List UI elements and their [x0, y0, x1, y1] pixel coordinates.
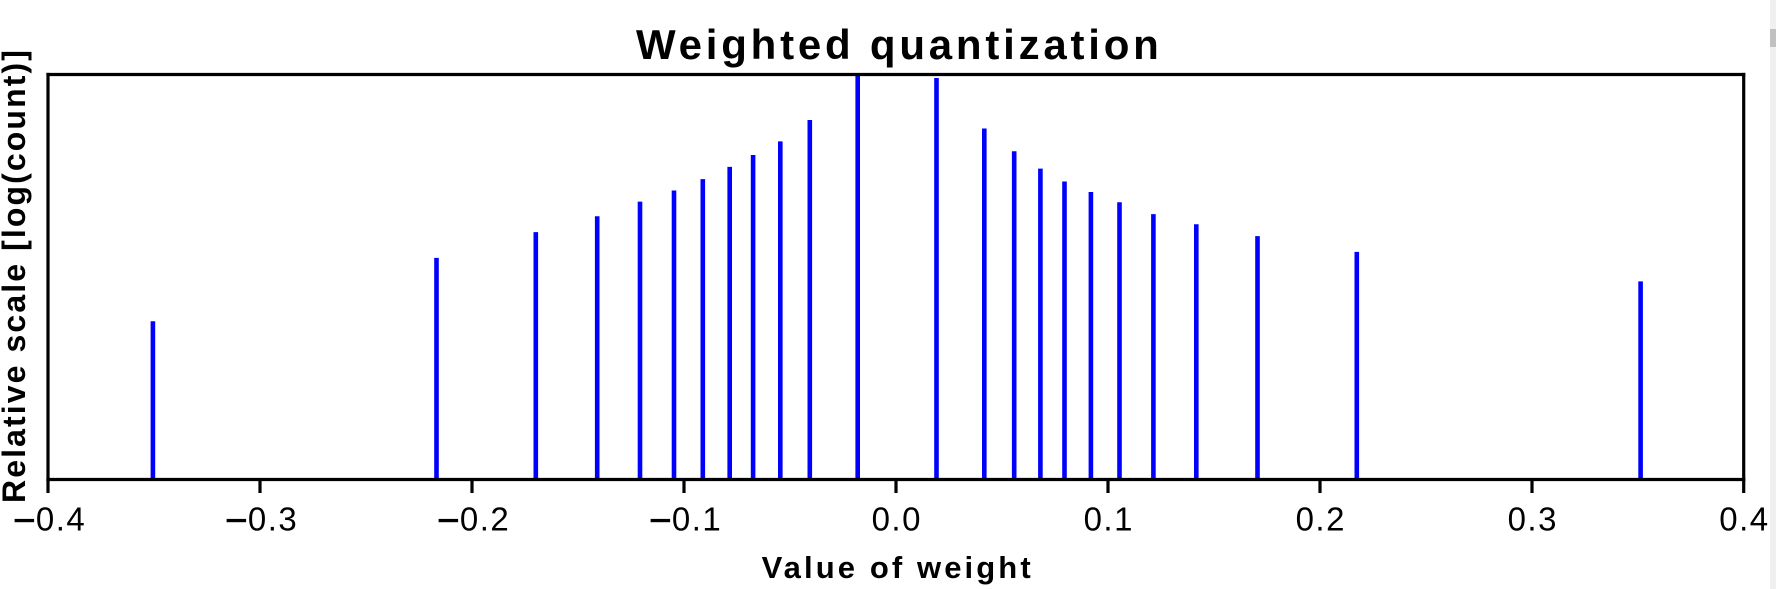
- svg-text:0.0: 0.0: [872, 501, 922, 538]
- svg-text:0.4: 0.4: [1719, 501, 1769, 538]
- svg-text:Relative scale [log(count)]: Relative scale [log(count)]: [0, 48, 32, 503]
- svg-text:0.3: 0.3: [1508, 501, 1558, 538]
- svg-text:0.2: 0.2: [460, 501, 510, 538]
- svg-text:0.1: 0.1: [1084, 501, 1134, 538]
- svg-text:0.4: 0.4: [36, 501, 86, 538]
- svg-text:0.1: 0.1: [672, 501, 722, 538]
- svg-text:Weighted quantization: Weighted quantization: [636, 21, 1163, 68]
- svg-text:0.2: 0.2: [1296, 501, 1346, 538]
- svg-text:Value of weight: Value of weight: [762, 550, 1034, 585]
- svg-text:0.3: 0.3: [248, 501, 298, 538]
